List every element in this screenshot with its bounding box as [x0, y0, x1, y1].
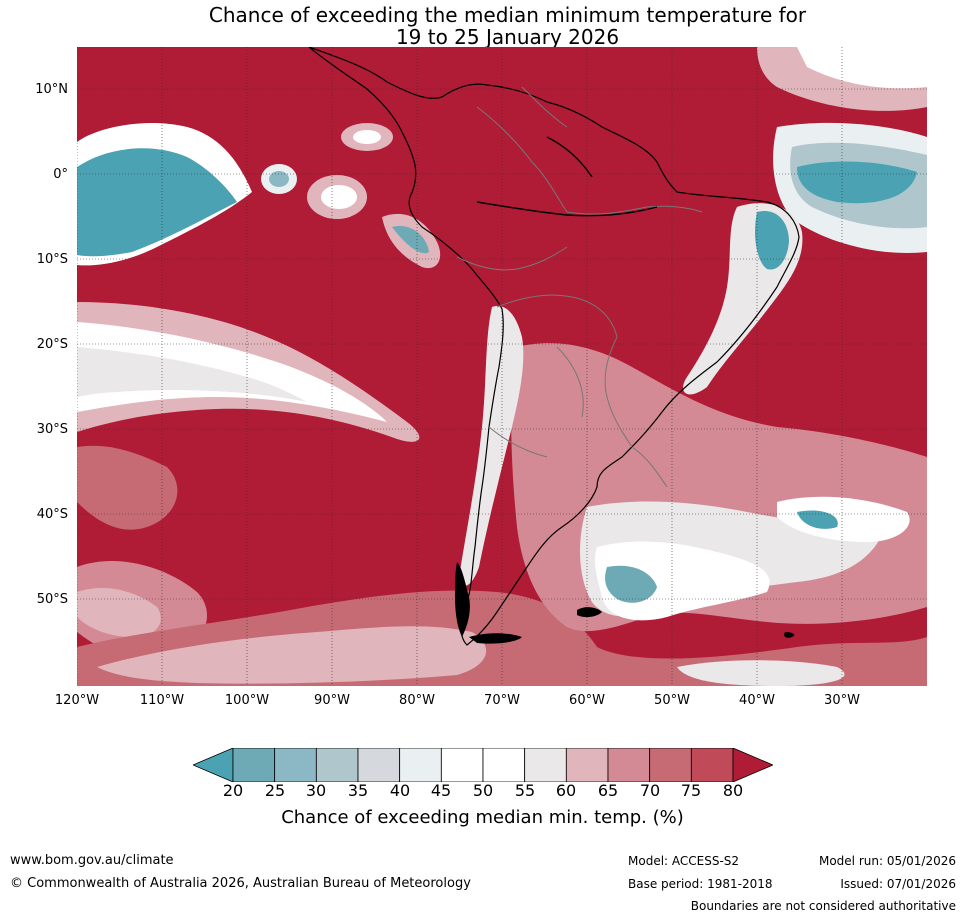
colorbar-tick: 30	[305, 781, 327, 800]
colorbar-label: Chance of exceeding median min. temp. (%…	[281, 807, 684, 828]
lat-label: 30°S	[36, 422, 68, 437]
colorbar-tick: 55	[514, 781, 536, 800]
lon-label: 80°W	[399, 693, 435, 708]
lat-label: 40°S	[36, 507, 68, 522]
tierra-del-fuego	[469, 633, 522, 644]
colorbar-cell	[607, 748, 651, 782]
colorbar-tick: 60	[555, 781, 577, 800]
lon-label: 100°W	[224, 693, 270, 708]
colorbar-cell	[357, 748, 401, 782]
colorbar-tick: 40	[389, 781, 411, 800]
lon-label: 30°W	[824, 693, 860, 708]
lat-label: 10°N	[35, 82, 68, 97]
colorbar-cell	[315, 748, 359, 782]
colorbar-cell	[690, 748, 734, 782]
footer-base-period: Base period: 1981-2018	[628, 877, 773, 891]
colorbar-tick: 25	[264, 781, 286, 800]
lat-label: 10°S	[36, 252, 68, 267]
colorbar-tick: 50	[472, 781, 494, 800]
river-lines	[476, 136, 658, 217]
lat-label: 0°	[53, 167, 68, 182]
colorbar-tick: 65	[597, 781, 619, 800]
lon-label: 110°W	[139, 693, 185, 708]
colorbar-high-arrow	[732, 748, 773, 782]
colorbar-cell	[649, 748, 692, 782]
lon-label: 60°W	[569, 693, 605, 708]
title-line-2: 19 to 25 January 2026	[395, 25, 620, 49]
colorbar	[193, 748, 773, 782]
colorbar-cell	[565, 748, 609, 782]
footer-model: Model: ACCESS-S2	[628, 854, 740, 868]
cool-anomaly-west-pacific-core	[77, 148, 237, 257]
footer-copyright: © Commonwealth of Australia 2026, Austra…	[10, 876, 471, 891]
footer-model-run: Model run: 05/01/2026	[818, 854, 956, 868]
map-title: Chance of exceeding the median minimum t…	[0, 4, 965, 48]
probability-map	[77, 47, 927, 686]
map-graphic	[77, 47, 927, 686]
graticule	[77, 47, 927, 686]
colorbar-cell	[524, 748, 567, 782]
colorbar-cell	[482, 748, 526, 782]
footer-url[interactable]: www.bom.gov.au/climate	[10, 853, 174, 868]
colorbar-tick: 35	[347, 781, 369, 800]
lon-label: 40°W	[739, 693, 775, 708]
lon-label: 120°W	[54, 693, 100, 708]
lon-label: 50°W	[654, 693, 690, 708]
colorbar-cell	[440, 748, 484, 782]
colorbar-tick: 45	[430, 781, 452, 800]
lat-label: 20°S	[36, 337, 68, 352]
colorbar-cell	[399, 748, 442, 782]
colorbar-tick: 20	[222, 781, 244, 800]
lat-label: 50°S	[36, 592, 68, 607]
chile-archipelago	[455, 562, 470, 637]
colorbar-low-arrow	[193, 748, 234, 782]
south-america-coastline	[308, 47, 800, 646]
footer-issued: Issued: 07/01/2026	[840, 877, 956, 891]
colorbar-tick: 80	[722, 781, 744, 800]
colorbar-tick: 70	[639, 781, 661, 800]
country-borders	[456, 86, 703, 488]
footer-disclaimer: Boundaries are not considered authoritat…	[690, 899, 956, 913]
lon-label: 90°W	[314, 693, 350, 708]
colorbar-cell	[232, 748, 276, 782]
falkland-islands	[577, 607, 602, 618]
title-line-1: Chance of exceeding the median minimum t…	[208, 3, 807, 27]
colorbar-cell	[274, 748, 317, 782]
colorbar-tick: 75	[680, 781, 702, 800]
lon-label: 70°W	[484, 693, 520, 708]
